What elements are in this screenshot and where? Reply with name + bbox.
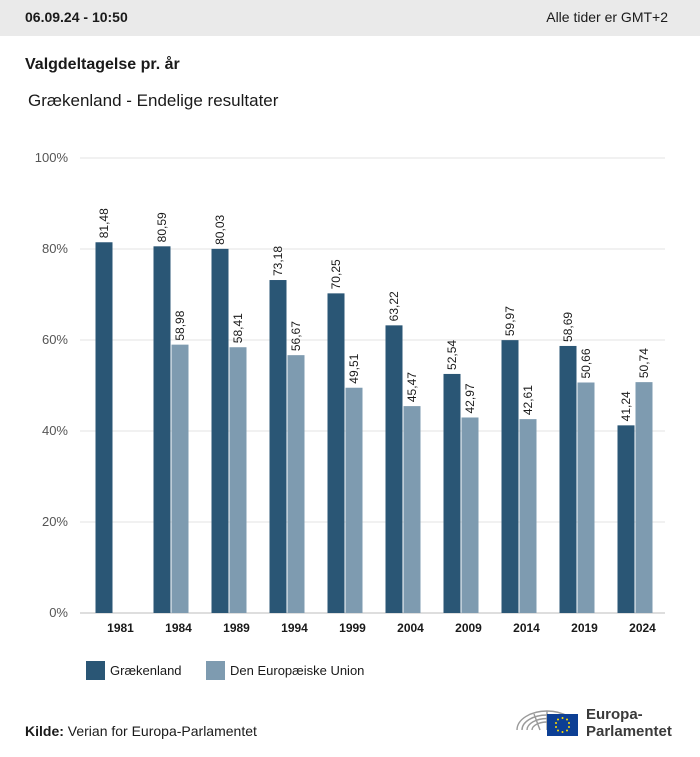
bar <box>461 417 479 613</box>
data-label: 41,24 <box>619 391 633 421</box>
source-label: Kilde: <box>25 723 64 739</box>
bar <box>519 419 537 613</box>
y-tick-label: 20% <box>42 514 68 529</box>
data-label: 81,48 <box>97 208 111 238</box>
bar <box>501 340 519 613</box>
bar <box>327 293 345 613</box>
bar <box>443 373 461 613</box>
y-tick-label: 100% <box>35 150 69 165</box>
bar <box>403 406 421 613</box>
bar <box>153 246 171 614</box>
legend-swatch-greece <box>86 661 105 680</box>
bar-chart: 0% 20% 40% 60% 80% 100% 1981 81,48 1984 80,59 58,9… <box>35 150 665 635</box>
data-label: 63,22 <box>387 291 401 321</box>
data-label: 58,98 <box>173 310 187 340</box>
data-label: 42,61 <box>521 385 535 415</box>
timezone-note: Alle tider er GMT+2 <box>546 9 668 25</box>
bar <box>269 280 287 613</box>
data-label: 80,03 <box>213 215 227 245</box>
data-label: 73,18 <box>271 246 285 276</box>
bar <box>385 325 403 613</box>
y-tick-label: 0% <box>49 605 68 620</box>
source-note: Kilde: Verian for Europa-Parlamentet <box>25 723 257 739</box>
logo-line-1: Europa- <box>586 706 643 723</box>
timestamp: 06.09.24 - 10:50 <box>25 9 128 25</box>
data-label: 50,74 <box>637 348 651 378</box>
data-label: 70,25 <box>329 259 343 289</box>
top-bar: 06.09.24 - 10:50 Alle tider er GMT+2 <box>0 0 700 36</box>
bar <box>211 248 229 613</box>
bar <box>287 355 305 613</box>
legend-swatch-eu <box>206 661 225 680</box>
x-tick-label: 2014 <box>513 621 540 635</box>
x-tick-label: 1984 <box>165 621 192 635</box>
chart-title: Valgdeltagelse pr. år <box>25 56 180 73</box>
y-tick-label: 40% <box>42 423 68 438</box>
x-tick-label: 1994 <box>281 621 308 635</box>
data-label: 50,66 <box>579 348 593 378</box>
data-label: 59,97 <box>503 306 517 336</box>
x-tick-label: 2009 <box>455 621 482 635</box>
bar <box>635 382 653 613</box>
data-label: 80,59 <box>155 212 169 242</box>
logo-line-2: Parlamentet <box>586 723 672 740</box>
data-label: 49,51 <box>347 353 361 383</box>
source-text: Verian for Europa-Parlamentet <box>67 723 257 739</box>
x-tick-label: 2024 <box>629 621 656 635</box>
bar <box>559 345 577 613</box>
bar <box>229 347 247 613</box>
x-tick-label: 1999 <box>339 621 366 635</box>
bar <box>95 242 113 614</box>
logo-text: Europa- Parlamentet <box>586 706 672 740</box>
bar <box>345 387 363 613</box>
x-tick-label: 2004 <box>397 621 424 635</box>
data-label: 58,41 <box>231 313 245 343</box>
data-label: 52,54 <box>445 340 459 370</box>
legend-label-greece: Grækenland <box>110 663 182 678</box>
chart-subtitle: Grækenland - Endelige resultater <box>28 91 279 110</box>
data-label: 42,97 <box>463 383 477 413</box>
x-tick-label: 1989 <box>223 621 250 635</box>
europarl-logo: Europa- Parlamentet <box>514 700 684 742</box>
europarl-emblem-icon <box>516 710 578 736</box>
bar <box>577 382 595 613</box>
data-label: 45,47 <box>405 372 419 402</box>
x-tick-label: 1981 <box>107 621 134 635</box>
bar <box>171 344 189 613</box>
legend-label-eu: Den Europæiske Union <box>230 663 365 678</box>
bar <box>617 425 635 613</box>
y-tick-label: 80% <box>42 241 68 256</box>
data-label: 56,67 <box>289 321 303 351</box>
x-tick-label: 2019 <box>571 621 598 635</box>
y-tick-label: 60% <box>42 332 68 347</box>
data-label: 58,69 <box>561 312 575 342</box>
